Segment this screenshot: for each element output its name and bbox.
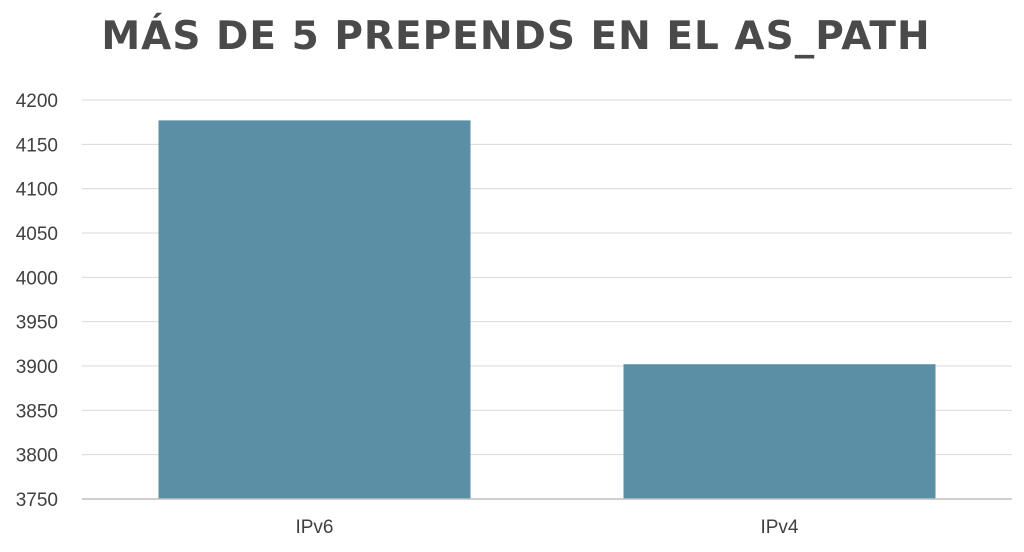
tick-labels: 3750 3800 3850 3900 3950 4000 4050 4100 4150 4200…: [16, 91, 799, 538]
y-tick-label: 3750: [16, 490, 58, 511]
y-tick-label: 4150: [16, 135, 58, 156]
y-tick-label: 4200: [16, 91, 58, 112]
x-tick-label: IPv6: [295, 517, 333, 538]
bar-ipv6: [158, 120, 471, 499]
y-tick-label: 3850: [16, 401, 58, 422]
y-tick-label: 4000: [16, 268, 58, 289]
y-tick-label: 3800: [16, 446, 58, 467]
y-tick-label: 4100: [16, 180, 58, 201]
chart-title: MÁS DE 5 PREPENDS EN EL AS_PATH: [101, 14, 931, 59]
y-tick-label: 3950: [16, 313, 58, 334]
y-tick-label: 4050: [16, 224, 58, 245]
bars: [158, 120, 936, 499]
y-tick-label: 3900: [16, 357, 58, 378]
bar-ipv4: [623, 364, 936, 499]
x-tick-label: IPv4: [760, 517, 798, 538]
